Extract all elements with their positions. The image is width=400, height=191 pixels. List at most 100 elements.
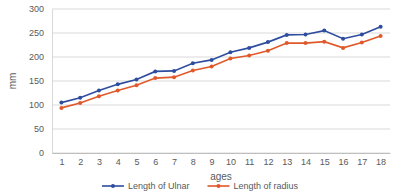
grid-line	[52, 9, 390, 10]
y-tick: 0	[39, 148, 52, 158]
grid-line	[52, 129, 390, 130]
chart: 0501001502002503001234567891011121314151…	[0, 0, 400, 191]
legend-marker	[217, 184, 221, 188]
x-axis: 123456789101112131415161718	[53, 153, 391, 167]
marker	[379, 34, 383, 38]
y-tick: 200	[29, 52, 52, 62]
marker	[135, 78, 139, 82]
x-tick-label: 14	[301, 157, 311, 167]
marker	[247, 46, 251, 50]
x-tick: 1	[59, 153, 64, 167]
x-tick: 12	[263, 153, 273, 167]
marker	[228, 56, 232, 60]
grid	[52, 9, 390, 153]
y-tick-label: 150	[29, 76, 44, 86]
marker	[210, 58, 214, 62]
marker	[228, 50, 232, 54]
x-tick: 3	[97, 153, 102, 167]
x-tick-label: 6	[153, 157, 158, 167]
x-tick-label: 4	[116, 157, 121, 167]
grid-line	[52, 105, 390, 106]
marker	[59, 106, 63, 110]
legend-label: Length of Ulnar	[128, 181, 190, 191]
x-tick-label: 13	[282, 157, 292, 167]
x-tick: 17	[357, 153, 367, 167]
x-tick: 10	[226, 153, 236, 167]
marker	[304, 32, 308, 36]
marker	[285, 33, 289, 37]
x-tick: 6	[153, 153, 158, 167]
y-tick-label: 50	[34, 124, 44, 134]
marker	[78, 101, 82, 105]
marker	[97, 89, 101, 93]
legend-item: Length of radius	[208, 181, 299, 191]
y-tick: 250	[29, 28, 52, 38]
series-markers	[59, 34, 382, 110]
x-tick-label: 15	[320, 157, 330, 167]
y-tick-label: 0	[39, 148, 44, 158]
series-line	[61, 27, 380, 103]
x-tick: 11	[245, 153, 254, 167]
x-tick: 15	[320, 153, 330, 167]
x-tick: 18	[376, 153, 386, 167]
marker	[266, 49, 270, 53]
marker	[379, 25, 383, 29]
y-tick: 50	[34, 124, 52, 134]
marker	[172, 69, 176, 73]
marker	[116, 82, 120, 86]
y-tick: 150	[29, 76, 52, 86]
marker	[247, 54, 251, 58]
x-tick-label: 2	[78, 157, 83, 167]
y-axis-title: mm	[7, 73, 18, 90]
series-markers	[59, 25, 382, 105]
series-line	[61, 36, 380, 108]
x-tick-label: 17	[357, 157, 367, 167]
marker	[322, 29, 326, 33]
x-axis-title: ages	[210, 171, 232, 182]
marker	[360, 41, 364, 45]
grid-line	[52, 33, 390, 34]
y-tick-label: 300	[29, 4, 44, 14]
x-tick-label: 8	[191, 157, 196, 167]
y-tick-label: 200	[29, 52, 44, 62]
marker	[341, 46, 345, 50]
x-tick: 5	[134, 153, 139, 167]
marker	[360, 32, 364, 36]
plot: 0501001502002503001234567891011121314151…	[29, 4, 391, 167]
marker	[78, 96, 82, 100]
y-tick-label: 100	[29, 100, 44, 110]
marker	[153, 76, 157, 80]
marker	[153, 69, 157, 73]
marker	[191, 61, 195, 65]
legend-marker	[111, 184, 115, 188]
x-tick: 9	[210, 153, 215, 167]
legend: Length of Ulnar Length of radius	[102, 181, 299, 191]
y-tick-label: 250	[29, 28, 44, 38]
marker	[266, 40, 270, 44]
x-tick-label: 12	[263, 157, 273, 167]
marker	[341, 37, 345, 41]
marker	[135, 83, 139, 87]
x-tick-label: 16	[339, 157, 349, 167]
marker	[285, 41, 289, 45]
x-tick: 2	[78, 153, 83, 167]
x-tick: 8	[191, 153, 196, 167]
y-axis-line	[52, 10, 53, 154]
y-tick: 100	[29, 100, 52, 110]
x-tick: 4	[116, 153, 121, 167]
legend-label: Length of radius	[234, 181, 299, 191]
x-tick-label: 10	[226, 157, 236, 167]
y-axis: 0 50 100 150 200 250 300	[29, 4, 53, 158]
x-tick-label: 3	[97, 157, 102, 167]
x-tick-label: 9	[210, 157, 215, 167]
marker	[322, 40, 326, 44]
marker	[191, 68, 195, 72]
x-tick-label: 1	[59, 157, 64, 167]
x-tick: 7	[172, 153, 177, 167]
y-tick: 300	[29, 4, 52, 14]
x-tick-label: 5	[134, 157, 139, 167]
marker	[304, 41, 308, 45]
x-tick: 16	[339, 153, 349, 167]
x-axis-line	[53, 153, 391, 154]
x-tick-label: 11	[245, 157, 254, 167]
